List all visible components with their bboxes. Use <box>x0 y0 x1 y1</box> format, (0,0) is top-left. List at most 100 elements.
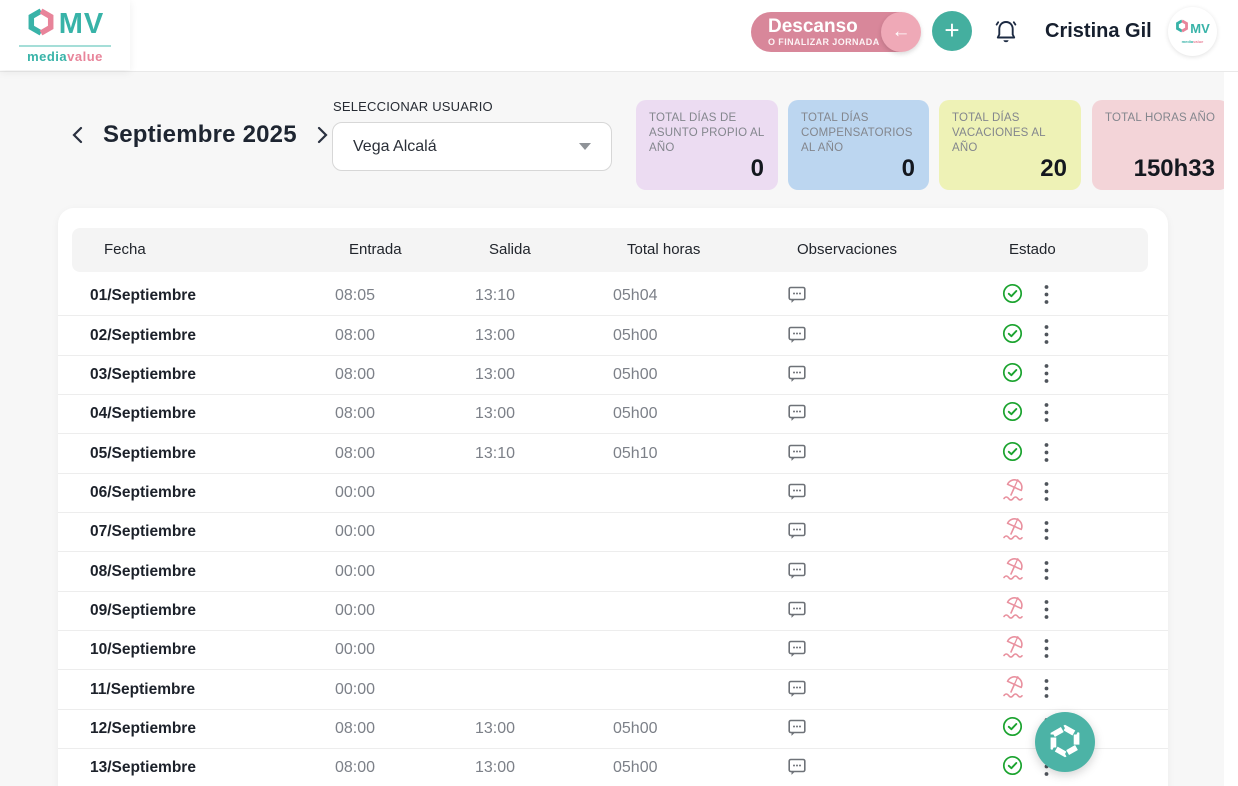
cell-date: 03/Septiembre <box>90 366 196 384</box>
cell-date: 07/Septiembre <box>90 523 196 541</box>
add-button[interactable]: + <box>932 11 972 51</box>
logo-divider <box>19 45 111 47</box>
observations-button[interactable] <box>787 481 807 504</box>
observations-button[interactable] <box>787 599 807 622</box>
status-vacation-icon <box>1002 528 1024 545</box>
mv-mark-icon <box>1048 724 1082 761</box>
col-total-horas: Total horas <box>627 241 700 258</box>
observations-button[interactable] <box>787 285 807 308</box>
card-label: TOTAL HORAS AÑO <box>1105 111 1216 126</box>
status-check-icon <box>1002 370 1023 387</box>
row-menu-button[interactable] <box>1040 440 1053 468</box>
cell-date: 10/Septiembre <box>90 641 196 659</box>
cell-date: 04/Septiembre <box>90 405 196 423</box>
cell-entrada: 08:00 <box>335 759 375 777</box>
kebab-icon <box>1044 647 1049 662</box>
observations-button[interactable] <box>787 324 807 347</box>
status-check-icon <box>1002 291 1023 308</box>
notifications-bell-icon[interactable] <box>991 16 1021 48</box>
cell-salida: 13:00 <box>475 759 515 777</box>
scrollbar-track[interactable] <box>1224 72 1238 786</box>
comment-icon <box>787 489 807 504</box>
logo-title: MV <box>59 10 105 39</box>
table-row: 13/Septiembre 08:00 13:00 05h00 <box>58 749 1168 786</box>
chat-fab[interactable] <box>1035 712 1095 772</box>
kebab-icon <box>1044 411 1049 426</box>
comment-icon <box>787 725 807 740</box>
row-menu-button[interactable] <box>1040 636 1053 664</box>
observations-button[interactable] <box>787 442 807 465</box>
logo-subtitle: mediavalue <box>27 49 103 64</box>
observations-button[interactable] <box>787 717 807 740</box>
table-row: 12/Septiembre 08:00 13:00 05h00 <box>58 710 1168 749</box>
comment-icon <box>787 371 807 386</box>
row-menu-button[interactable] <box>1040 282 1053 310</box>
comment-icon <box>787 686 807 701</box>
avatar[interactable]: MV mediavalue <box>1168 7 1217 56</box>
cell-total-horas: 05h00 <box>613 366 658 384</box>
chevron-down-icon <box>579 143 591 150</box>
comment-icon <box>787 293 807 308</box>
status-cell <box>1002 676 1024 704</box>
cell-entrada: 08:00 <box>335 720 375 738</box>
cell-salida: 13:10 <box>475 287 515 305</box>
comment-icon <box>787 411 807 426</box>
break-button[interactable]: Descanso O FINALIZAR JORNADA ← <box>751 12 918 52</box>
status-vacation-icon <box>1002 686 1024 703</box>
kebab-icon <box>1044 529 1049 544</box>
kebab-icon <box>1044 765 1049 780</box>
table-row: 01/Septiembre 08:05 13:10 05h04 <box>58 277 1168 316</box>
observations-button[interactable] <box>787 363 807 386</box>
row-menu-button[interactable] <box>1040 558 1053 586</box>
status-cell <box>1002 323 1023 349</box>
card-label: TOTAL DÍAS VACACIONES AL AÑO <box>952 111 1068 156</box>
cell-total-horas: 05h04 <box>613 287 658 305</box>
table-row: 06/Septiembre 00:00 <box>58 474 1168 513</box>
comment-icon <box>787 529 807 544</box>
row-menu-button[interactable] <box>1040 322 1053 350</box>
col-salida: Salida <box>489 241 531 258</box>
col-entrada: Entrada <box>349 241 402 258</box>
back-arrow-icon[interactable]: ← <box>881 12 921 52</box>
observations-button[interactable] <box>787 639 807 662</box>
cell-entrada: 08:00 <box>335 327 375 345</box>
observations-button[interactable] <box>787 757 807 780</box>
observations-button[interactable] <box>787 678 807 701</box>
avatar-logo-title: MV <box>1190 22 1210 35</box>
table-row: 09/Septiembre 00:00 <box>58 592 1168 631</box>
cell-total-horas: 05h00 <box>613 327 658 345</box>
cell-total-horas: 05h10 <box>613 445 658 463</box>
row-menu-button[interactable] <box>1040 361 1053 389</box>
row-menu-button[interactable] <box>1040 479 1053 507</box>
next-month-button[interactable] <box>311 120 334 150</box>
kebab-icon <box>1044 608 1049 623</box>
table-row: 11/Septiembre 00:00 <box>58 670 1168 709</box>
row-menu-button[interactable] <box>1040 518 1053 546</box>
comment-icon <box>787 647 807 662</box>
comment-icon <box>787 765 807 780</box>
table-row: 10/Septiembre 00:00 <box>58 631 1168 670</box>
status-cell <box>1002 558 1024 586</box>
card-value: 0 <box>902 155 915 183</box>
row-menu-button[interactable] <box>1040 400 1053 428</box>
logo[interactable]: MV mediavalue <box>0 0 130 70</box>
card-value: 0 <box>751 155 764 183</box>
status-cell <box>1002 636 1024 664</box>
prev-month-button[interactable] <box>66 120 89 150</box>
status-check-icon <box>1002 763 1023 780</box>
col-estado: Estado <box>1009 241 1056 258</box>
table-row: 03/Septiembre 08:00 13:00 05h00 <box>58 356 1168 395</box>
user-select[interactable]: Vega Alcalá <box>332 122 612 171</box>
cell-entrada: 00:00 <box>335 563 375 581</box>
cell-salida: 13:10 <box>475 445 515 463</box>
row-menu-button[interactable] <box>1040 597 1053 625</box>
observations-button[interactable] <box>787 560 807 583</box>
observations-button[interactable] <box>787 403 807 426</box>
summary-card-compensatorios: TOTAL DÍAS COMPENSATORIOS AL AÑO 0 <box>788 100 929 190</box>
row-menu-button[interactable] <box>1040 676 1053 704</box>
col-fecha: Fecha <box>104 241 146 258</box>
avatar-mv-hexagon-icon <box>1175 19 1189 38</box>
observations-button[interactable] <box>787 521 807 544</box>
card-label: TOTAL DÍAS DE ASUNTO PROPIO AL AÑO <box>649 111 765 156</box>
status-cell <box>1002 597 1024 625</box>
